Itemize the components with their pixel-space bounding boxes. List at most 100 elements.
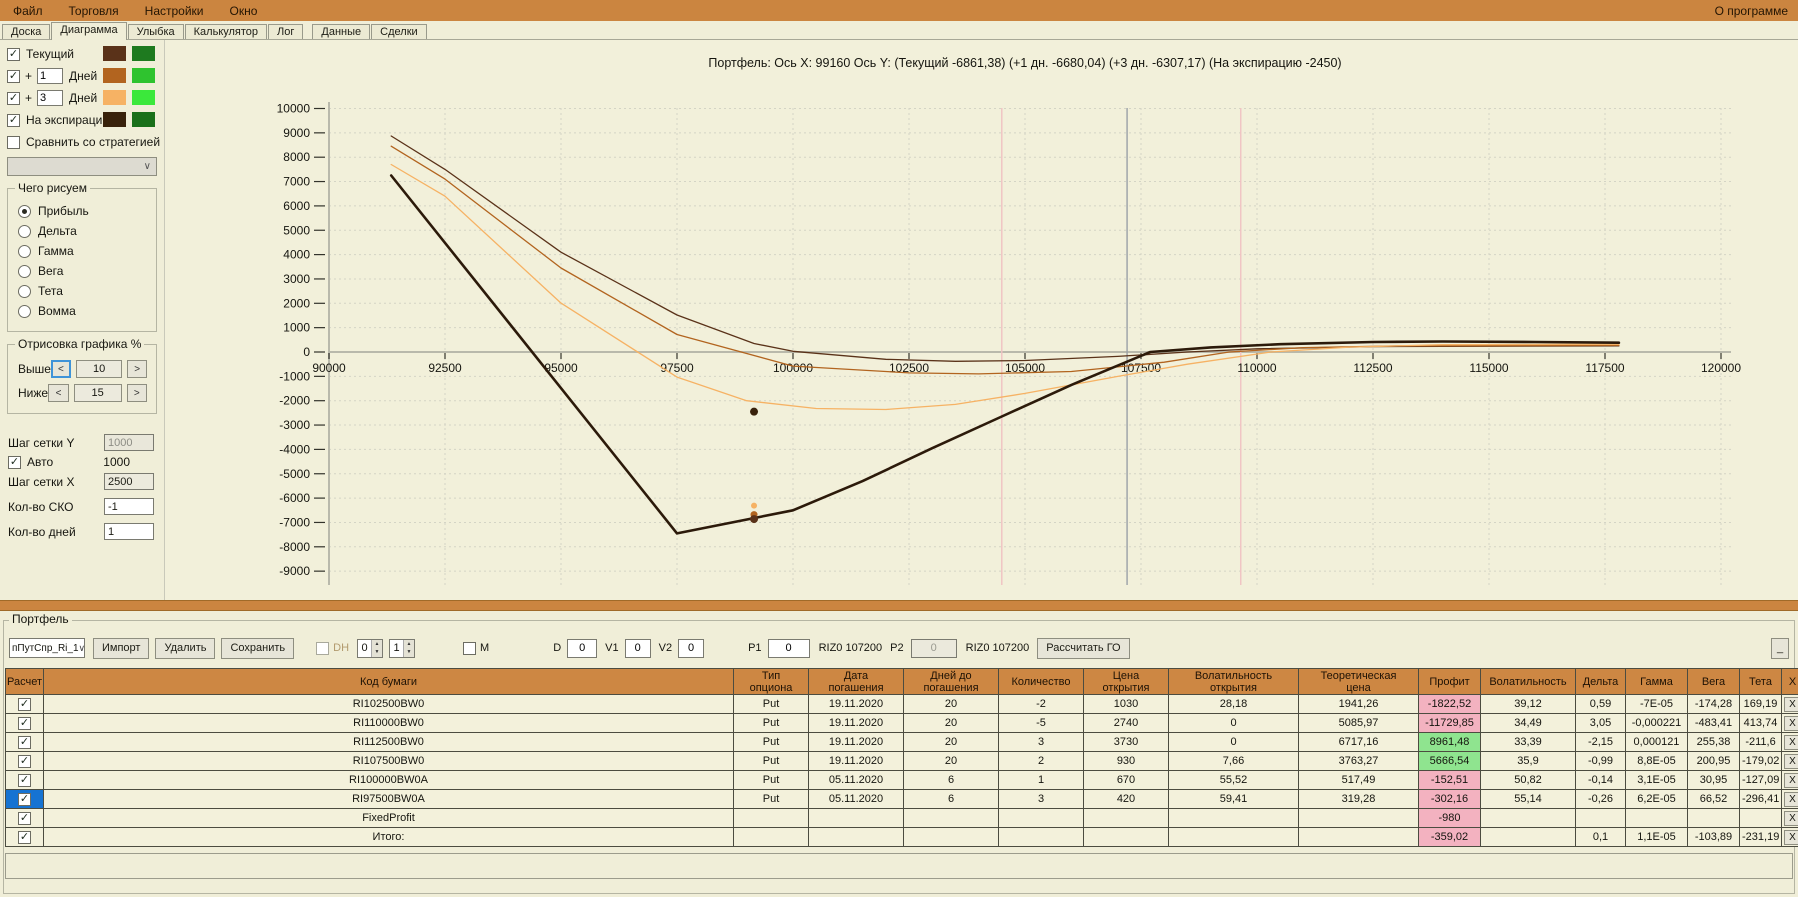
row-checkbox[interactable]: ✓ [18, 773, 31, 787]
row-remove-button[interactable]: X [1784, 829, 1798, 845]
horizontal-splitter[interactable] [0, 600, 1798, 611]
compare-strategy-checkbox[interactable] [7, 135, 20, 149]
column-header-Дельта[interactable]: Дельта [1575, 668, 1626, 695]
layer-checkbox[interactable]: ✓ [7, 69, 20, 83]
auto-checkbox[interactable]: ✓ [8, 455, 21, 469]
column-header-Расчет[interactable]: Расчет [5, 668, 44, 695]
strategy-select[interactable]: ∨ [7, 157, 157, 176]
grid-step-x-input[interactable] [104, 473, 154, 490]
tab-Лог[interactable]: Лог [268, 24, 304, 39]
m-checkbox[interactable] [463, 641, 477, 655]
dh-spinner-2[interactable]: 1 ▲ ▼ [389, 638, 416, 658]
collapse-button[interactable]: _ [1771, 637, 1789, 659]
row-calc-cell[interactable]: ✓ [5, 789, 44, 809]
column-header-Цена-открытия[interactable]: Цена открытия [1083, 668, 1169, 695]
cell-x[interactable]: X [1781, 732, 1798, 752]
radio-Дельта[interactable] [18, 224, 31, 238]
column-header-X[interactable]: X [1781, 668, 1798, 695]
row-checkbox[interactable]: ✓ [18, 754, 31, 768]
layer-checkbox[interactable]: ✓ [7, 113, 20, 127]
save-button[interactable]: Сохранить [221, 637, 295, 659]
layer-checkbox[interactable]: ✓ [7, 91, 20, 105]
row-remove-button[interactable]: X [1784, 772, 1798, 788]
row-calc-cell[interactable]: ✓ [5, 713, 44, 733]
cell-x[interactable]: X [1781, 770, 1798, 790]
layer-days-input[interactable] [37, 90, 64, 106]
row-checkbox[interactable]: ✓ [18, 830, 31, 844]
column-header-Дата-погашения[interactable]: Дата погашения [808, 668, 904, 695]
menu-item-Торговля[interactable]: Торговля [68, 3, 119, 18]
tab-Диаграмма[interactable]: Диаграмма [51, 22, 127, 40]
radio-Вега[interactable] [18, 264, 31, 278]
row-calc-cell[interactable]: ✓ [5, 751, 44, 771]
row-calc-cell[interactable]: ✓ [5, 732, 44, 752]
column-header-Вега[interactable]: Вега [1687, 668, 1740, 695]
row-calc-cell[interactable]: ✓ [5, 770, 44, 790]
v1-input[interactable] [624, 638, 651, 658]
menu-item-Файл[interactable]: Файл [13, 3, 43, 18]
cell-x[interactable]: X [1781, 694, 1798, 714]
column-header-Тип-опциона[interactable]: Тип опциона [733, 668, 809, 695]
column-header-Тета[interactable]: Тета [1739, 668, 1782, 695]
radio-Тета[interactable] [18, 284, 31, 298]
tab-Улыбка[interactable]: Улыбка [127, 24, 184, 39]
grid-step-y-input[interactable] [104, 434, 154, 451]
row-remove-button[interactable]: X [1784, 696, 1798, 712]
below-increase-button[interactable]: > [126, 384, 147, 402]
import-button[interactable]: Импорт [93, 637, 150, 659]
row-checkbox[interactable]: ✓ [18, 735, 31, 749]
column-header-Теоретическая-цена[interactable]: Теоретическая цена [1298, 668, 1419, 695]
tab-Сделки[interactable]: Сделки [371, 24, 427, 39]
menu-item-Окно[interactable]: Окно [229, 3, 258, 18]
above-increase-button[interactable]: > [127, 360, 147, 378]
tab-Калькулятор[interactable]: Калькулятор [184, 24, 268, 39]
cell-x[interactable]: X [1781, 827, 1798, 847]
dh-spinner-1[interactable]: 0 ▲ ▼ [357, 638, 384, 658]
row-calc-cell[interactable]: ✓ [5, 694, 44, 714]
row-calc-cell[interactable]: ✓ [5, 808, 44, 828]
column-header-Дней до-погашения[interactable]: Дней до погашения [903, 668, 999, 695]
row-remove-button[interactable]: X [1784, 810, 1798, 826]
above-decrease-button[interactable]: < [50, 360, 71, 378]
menu-about[interactable]: О программе [1714, 3, 1788, 18]
cell-x[interactable]: X [1781, 808, 1798, 828]
calc-margin-button[interactable]: Рассчитать ГО [1037, 637, 1130, 659]
below-value[interactable]: 15 [73, 384, 122, 402]
row-checkbox[interactable]: ✓ [18, 811, 31, 825]
tab-Данные[interactable]: Данные [312, 24, 371, 39]
cell-x[interactable]: X [1781, 713, 1798, 733]
menu-item-Настройки[interactable]: Настройки [144, 3, 204, 18]
p2-input[interactable] [910, 638, 957, 658]
row-remove-button[interactable]: X [1784, 791, 1798, 807]
row-checkbox[interactable]: ✓ [18, 697, 31, 711]
column-header-Код бумаги[interactable]: Код бумаги [43, 668, 734, 695]
cell-x[interactable]: X [1781, 751, 1798, 771]
column-header-Количество[interactable]: Количество [998, 668, 1084, 695]
v2-input[interactable] [678, 638, 705, 658]
column-header-Профит[interactable]: Профит [1418, 668, 1481, 695]
layer-days-input[interactable] [37, 68, 64, 84]
row-remove-button[interactable]: X [1784, 753, 1798, 769]
column-header-Волатильность[interactable]: Волатильность [1480, 668, 1576, 695]
row-calc-cell[interactable]: ✓ [5, 827, 44, 847]
layer-checkbox[interactable]: ✓ [7, 47, 20, 61]
row-remove-button[interactable]: X [1784, 734, 1798, 750]
row-checkbox[interactable]: ✓ [18, 716, 31, 730]
row-checkbox[interactable]: ✓ [18, 792, 31, 806]
above-value[interactable]: 10 [75, 360, 123, 378]
dh-checkbox[interactable] [316, 641, 330, 655]
radio-Гамма[interactable] [18, 244, 31, 258]
cell-x[interactable]: X [1781, 789, 1798, 809]
column-header-Гамма[interactable]: Гамма [1625, 668, 1688, 695]
spinner-arrows-icon[interactable]: ▲ ▼ [403, 639, 415, 657]
d-input[interactable] [567, 638, 598, 658]
row-remove-button[interactable]: X [1784, 715, 1798, 731]
column-header-Волатильность-открытия[interactable]: Волатильность открытия [1168, 668, 1299, 695]
portfolio-select[interactable]: пПутСпр_Ri_1 ∨ [9, 638, 85, 658]
spinner-arrows-icon[interactable]: ▲ ▼ [371, 639, 383, 657]
radio-Вомма[interactable] [18, 304, 31, 318]
p1-input[interactable] [767, 638, 810, 658]
below-decrease-button[interactable]: < [48, 384, 69, 402]
radio-Прибыль[interactable] [18, 204, 31, 218]
delete-button[interactable]: Удалить [155, 637, 216, 659]
